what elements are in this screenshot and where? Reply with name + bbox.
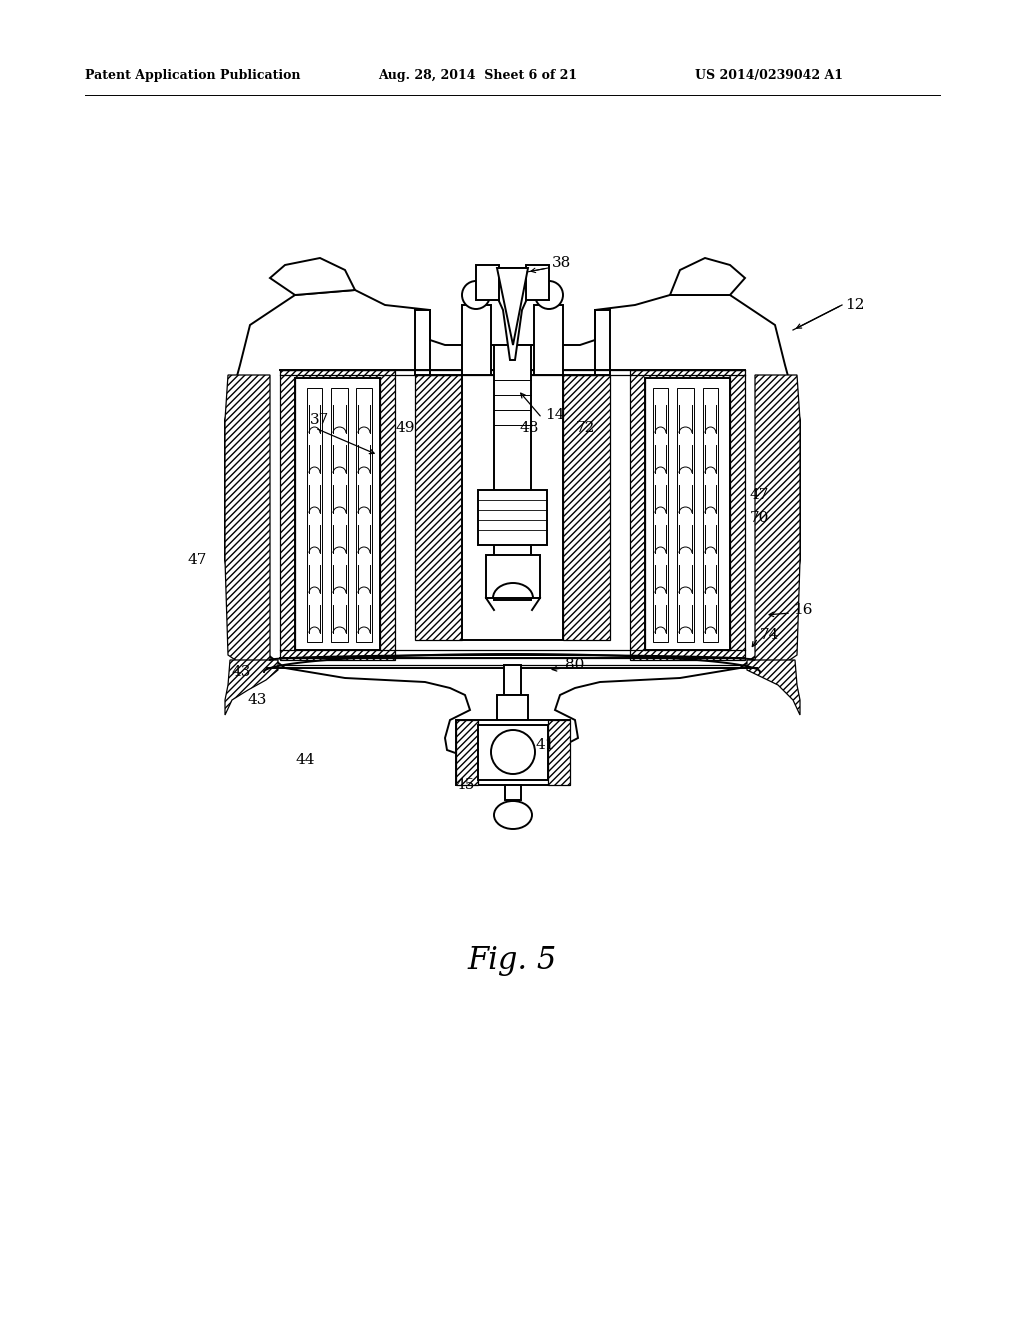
Polygon shape: [746, 660, 800, 715]
Text: Patent Application Publication: Patent Application Publication: [85, 69, 300, 82]
Text: 43: 43: [248, 693, 267, 708]
Polygon shape: [456, 719, 478, 785]
Bar: [476, 265, 499, 300]
Bar: [526, 265, 549, 300]
Text: Aug. 28, 2014  Sheet 6 of 21: Aug. 28, 2014 Sheet 6 of 21: [378, 69, 578, 82]
Text: 70: 70: [750, 511, 769, 525]
Bar: [534, 305, 563, 375]
Bar: [505, 785, 521, 800]
Bar: [677, 388, 694, 642]
Text: 16: 16: [793, 603, 812, 616]
Polygon shape: [415, 375, 462, 640]
Text: 72: 72: [575, 421, 595, 436]
Bar: [307, 388, 322, 642]
Polygon shape: [670, 257, 745, 294]
Bar: [494, 345, 531, 601]
Polygon shape: [497, 268, 528, 345]
Bar: [456, 719, 570, 785]
Text: 47: 47: [188, 553, 208, 568]
Polygon shape: [755, 375, 800, 671]
Circle shape: [462, 281, 490, 309]
Polygon shape: [280, 370, 395, 660]
Text: 43: 43: [232, 665, 251, 678]
Text: US 2014/0239042 A1: US 2014/0239042 A1: [695, 69, 843, 82]
Circle shape: [535, 281, 563, 309]
Text: 41: 41: [535, 738, 555, 752]
Text: 12: 12: [845, 298, 864, 312]
Text: 49: 49: [395, 421, 415, 436]
Bar: [703, 388, 718, 642]
Bar: [462, 305, 490, 375]
Text: 80: 80: [565, 657, 585, 672]
Bar: [478, 725, 548, 780]
Text: 38: 38: [552, 256, 571, 271]
Bar: [295, 378, 380, 649]
Polygon shape: [270, 257, 355, 294]
Bar: [645, 378, 730, 649]
Bar: [356, 388, 372, 642]
Polygon shape: [225, 375, 270, 671]
Bar: [462, 375, 563, 640]
Polygon shape: [563, 375, 610, 640]
Circle shape: [490, 730, 535, 774]
Polygon shape: [630, 370, 745, 660]
Text: 44: 44: [295, 752, 314, 767]
Polygon shape: [490, 268, 534, 360]
Bar: [504, 665, 521, 696]
Bar: [331, 388, 348, 642]
Polygon shape: [225, 660, 278, 715]
Text: 14: 14: [545, 408, 564, 422]
Bar: [653, 388, 668, 642]
Ellipse shape: [494, 801, 532, 829]
Text: 47: 47: [750, 488, 769, 502]
Text: 45: 45: [455, 777, 474, 792]
Polygon shape: [225, 290, 800, 777]
Text: 74: 74: [760, 628, 779, 642]
Text: 37: 37: [310, 413, 330, 426]
Bar: [497, 696, 528, 719]
Bar: [478, 490, 547, 545]
Bar: [486, 554, 540, 598]
Text: 48: 48: [520, 421, 540, 436]
Polygon shape: [548, 719, 570, 785]
Text: Fig. 5: Fig. 5: [467, 945, 557, 975]
